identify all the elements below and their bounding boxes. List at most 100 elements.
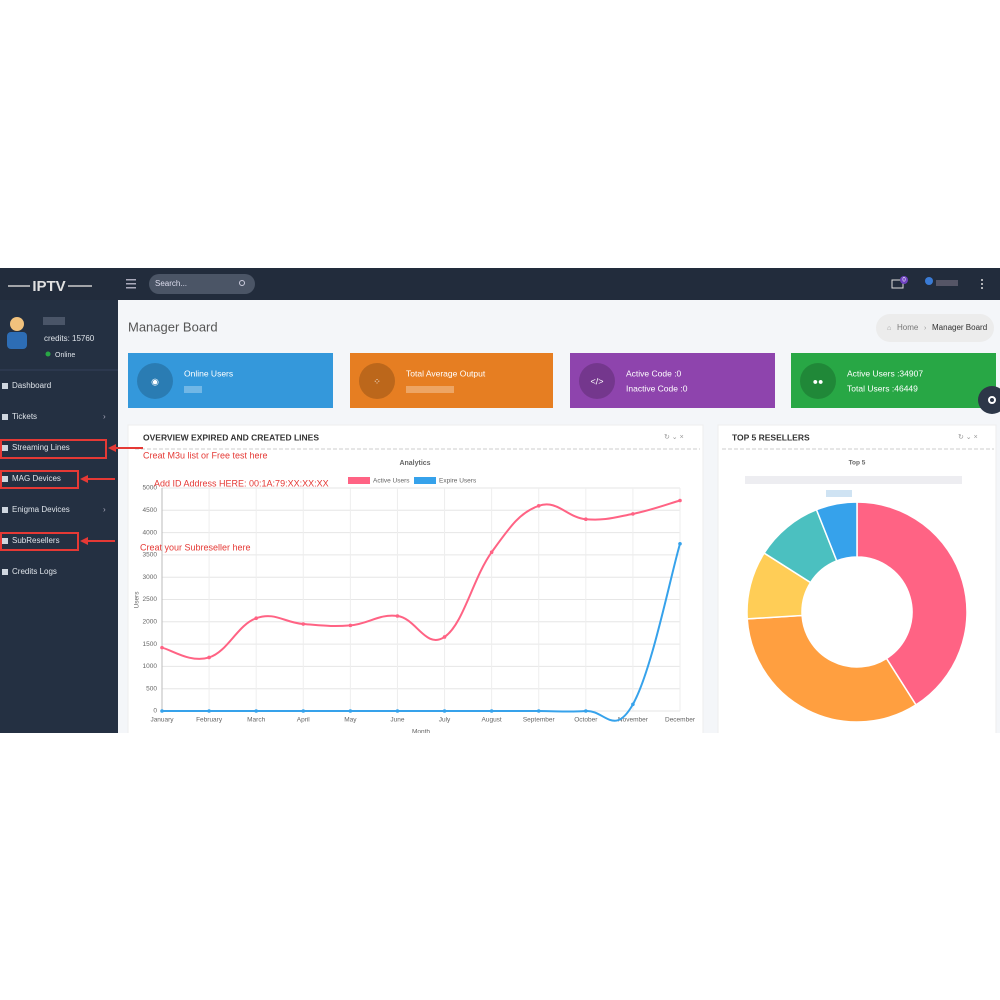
highlight-box: [0, 470, 79, 489]
doughnut-slice: [746, 614, 917, 723]
card-icon: [137, 363, 173, 399]
card-icon: [359, 363, 395, 399]
page-title: Manager Board: [128, 319, 218, 334]
profile-avatar: [10, 317, 24, 331]
app: IPTV Search... 0 credits: 15760 Online D…: [0, 268, 1000, 736]
card-text: Total Users :46449: [847, 383, 918, 393]
legend-blurred: [745, 476, 962, 484]
x-tick-label: August: [482, 717, 502, 724]
legend-blurred: [826, 490, 852, 497]
menu-item[interactable]: Credits Logs: [12, 567, 57, 576]
annotation-arrowhead: [80, 537, 88, 545]
card-icon: [579, 363, 615, 399]
search-box[interactable]: [149, 274, 255, 294]
legend-swatch: [348, 477, 370, 484]
line-point: [489, 550, 494, 555]
line-point: [489, 709, 494, 713]
menu-icon: [2, 476, 8, 482]
menu-icon: [2, 414, 8, 420]
profile-avatar: [7, 332, 27, 349]
y-tick-label: 1500: [143, 641, 158, 648]
panel-title: TOP 5 RESELLERS: [732, 432, 810, 442]
menu-item[interactable]: Dashboard: [12, 381, 51, 390]
y-tick-label: 2000: [143, 619, 158, 626]
annotation-arrowhead: [80, 475, 88, 483]
y-tick-label: 0: [153, 708, 157, 715]
line-point: [678, 541, 682, 546]
stat-card: [791, 353, 996, 408]
status: Online: [55, 352, 75, 359]
line-point: [254, 616, 258, 621]
badge-count: 0: [902, 278, 906, 284]
panel-tools[interactable]: ↻ ⌄ ×: [664, 434, 684, 441]
line-point: [442, 709, 447, 713]
chart-title: Analytics: [399, 460, 430, 467]
panel-title: OVERVIEW EXPIRED AND CREATED LINES: [143, 432, 319, 442]
line-point: [348, 709, 353, 713]
line-point: [678, 498, 682, 503]
y-tick-label: 2500: [143, 596, 158, 603]
legend-label: Expire Users: [439, 478, 477, 485]
card-text: Active Users :34907: [847, 368, 923, 378]
x-tick-label: May: [344, 717, 357, 724]
breadcrumb-current: Manager Board: [932, 323, 987, 332]
legend-swatch: [414, 477, 436, 484]
menu-chevron: ›: [103, 412, 106, 421]
line-point: [160, 645, 164, 650]
x-tick-label: October: [574, 717, 598, 724]
menu-item[interactable]: Tickets: [12, 412, 37, 421]
x-tick-label: November: [618, 717, 649, 724]
line-point: [395, 614, 400, 618]
line-point: [536, 709, 541, 713]
more-menu[interactable]: [981, 279, 983, 289]
x-tick-label: July: [439, 717, 451, 724]
panel-tools[interactable]: ↻ ⌄ ×: [958, 434, 978, 441]
annotation: Add ID Address HERE: 00:1A:79:XX:XX:XX: [154, 478, 329, 488]
menu-item[interactable]: MAG Devices: [12, 474, 61, 483]
mail-icon[interactable]: [891, 279, 904, 289]
y-tick-label: 500: [146, 685, 157, 692]
menu-item[interactable]: Enigma Devices: [12, 505, 70, 514]
y-tick-label: 5000: [143, 485, 158, 492]
card-value-blurred: [406, 386, 454, 393]
x-tick-label: December: [665, 717, 696, 724]
card-icon-glyph: ⁘: [373, 376, 381, 386]
y-tick-label: 4000: [143, 529, 158, 536]
breadcrumb-link[interactable]: Home: [897, 323, 919, 332]
menu-item[interactable]: SubResellers: [12, 536, 60, 545]
card-text: Inactive Code :0: [626, 383, 688, 393]
card-icon: [800, 363, 836, 399]
panel: [127, 424, 704, 733]
line-point: [207, 709, 211, 713]
line-point: [301, 622, 306, 626]
menu-icon: [2, 569, 8, 575]
menu-icon: [2, 383, 8, 389]
line-point: [631, 512, 635, 516]
line-point: [207, 655, 211, 660]
brand: IPTV: [32, 278, 65, 295]
menu-item[interactable]: Streaming Lines: [12, 443, 70, 452]
search-icon: [239, 280, 245, 286]
settings-icon: [988, 396, 996, 404]
status-dot: [45, 351, 51, 357]
line-point: [631, 702, 635, 707]
card-icon-glyph: ◉: [151, 376, 159, 386]
y-tick-label: 4500: [143, 507, 158, 514]
line-point: [348, 623, 353, 628]
y-tick-label: 1000: [143, 663, 158, 670]
x-axis-label: Month: [412, 729, 430, 736]
menu-toggle[interactable]: [126, 279, 136, 289]
menu-icon: [2, 445, 8, 451]
user-avatar[interactable]: [925, 277, 933, 285]
annotation: Creat M3u list or Free test here: [143, 450, 268, 460]
menu-icon: [2, 507, 8, 513]
annotation: Creat your Subreseller here: [140, 542, 251, 552]
card-value-blurred: [184, 386, 202, 393]
line-point: [160, 709, 164, 713]
credits: credits: 15760: [44, 334, 95, 343]
chart-title: Top 5: [849, 460, 866, 467]
sidebar: [0, 300, 118, 733]
legend-label: Active Users: [373, 478, 410, 485]
doughnut-slice: [856, 501, 968, 706]
